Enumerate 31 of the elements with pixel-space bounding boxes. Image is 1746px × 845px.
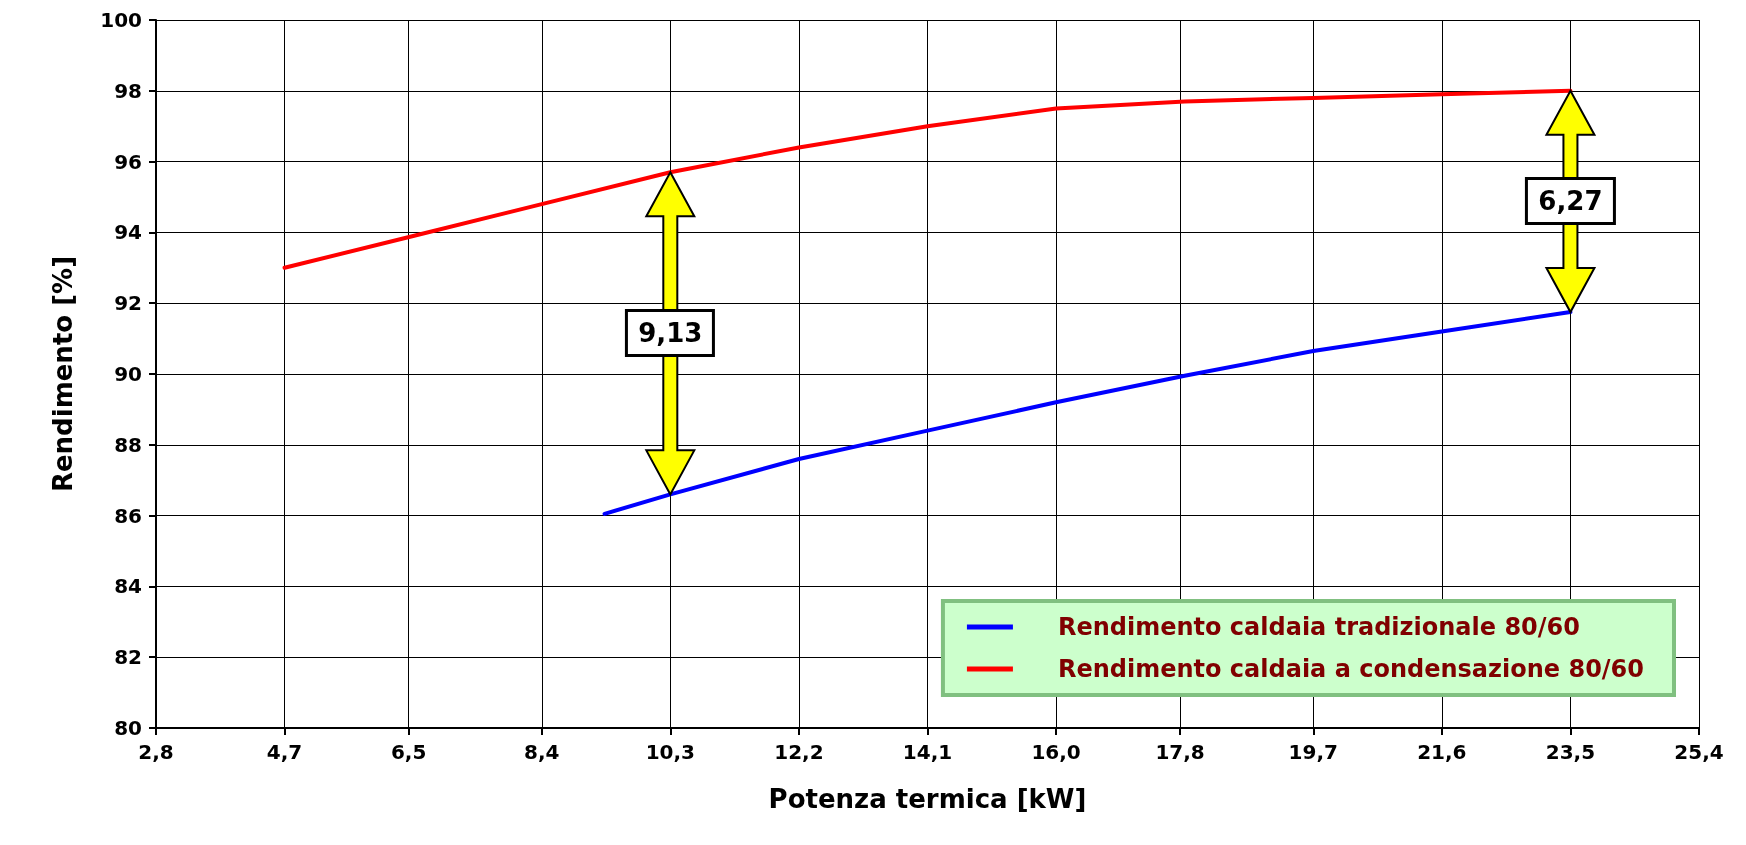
- y-tick-label: 88: [114, 432, 142, 457]
- line-series: [602, 310, 1573, 516]
- x-axis-title: Potenza termica [kW]: [768, 784, 1087, 814]
- x-tick-label: 17,8: [1155, 740, 1205, 764]
- x-tick-label: 4,7: [266, 740, 303, 764]
- x-tick-label: 21,6: [1417, 740, 1467, 764]
- x-tick-label: 25,4: [1674, 740, 1724, 764]
- x-tick-label: 8,4: [524, 740, 560, 764]
- y-tick-label: 92: [114, 291, 142, 316]
- y-tick-label: 80: [114, 716, 142, 740]
- y-tick-label: 96: [114, 149, 142, 174]
- y-tick-label: 86: [114, 503, 142, 528]
- x-tick-label: 10,3: [645, 740, 695, 764]
- annotation: 9,13: [625, 309, 716, 358]
- x-tick-label: 6,5: [390, 740, 427, 764]
- x-tick-label: 23,5: [1545, 740, 1596, 764]
- x-tick-label: 12,2: [774, 740, 824, 764]
- y-axis-title: Rendimento [%]: [48, 255, 78, 493]
- legend-label: Rendimento caldaia tradizionale 80/60: [1057, 613, 1580, 641]
- y-tick-label: 100: [100, 8, 142, 32]
- x-tick-label: 19,7: [1288, 740, 1338, 764]
- x-tick-label: 16,0: [1031, 740, 1081, 764]
- annotation: 6,27: [1525, 177, 1616, 226]
- x-tick-label: 14,1: [902, 740, 953, 764]
- y-tick-label: 84: [114, 574, 142, 599]
- y-tick-label: 98: [114, 78, 142, 103]
- x-tick-label: 2,8: [138, 740, 174, 764]
- y-tick-label: 82: [114, 645, 142, 670]
- y-tick-label: 90: [114, 362, 142, 386]
- legend-label: Rendimento caldaia a condensazione 80/60: [1057, 655, 1644, 683]
- y-tick-label: 94: [114, 220, 142, 245]
